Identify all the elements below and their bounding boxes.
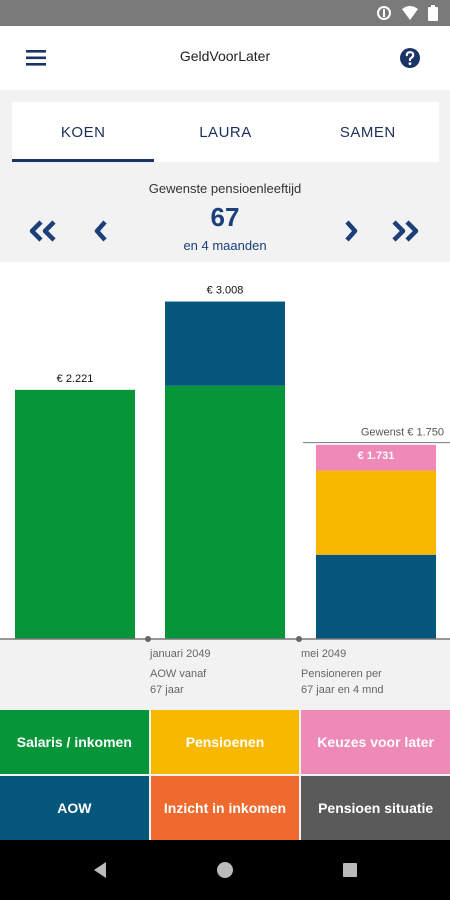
aow-button[interactable]: AOW xyxy=(0,776,149,840)
pension-situation-button[interactable]: Pensioen situatie xyxy=(301,776,450,840)
timeline-line1: AOW vanaf xyxy=(150,668,207,680)
timeline-date: januari 2049 xyxy=(149,648,211,660)
chevron-left-icon xyxy=(94,220,107,242)
target-label: Gewenst € 1.750 xyxy=(361,427,444,439)
bar-segment xyxy=(316,470,436,555)
timeline-marker xyxy=(296,636,302,642)
back-icon[interactable] xyxy=(90,860,110,880)
bar-total-label: € 2.221 xyxy=(57,373,94,385)
last-button[interactable] xyxy=(388,216,422,246)
bar-segment xyxy=(316,554,436,639)
bar-segment xyxy=(15,389,135,639)
income-chart-svg: € 2.221 € 3.008 € 1.731 Gewenst € 1.750 janu… xyxy=(0,262,450,696)
first-button[interactable] xyxy=(26,216,60,246)
bar-total-label: € 3.008 xyxy=(207,285,244,297)
timeline-marker xyxy=(145,636,151,642)
salary-income-button[interactable]: Salaris / inkomen xyxy=(0,710,149,774)
recents-icon[interactable] xyxy=(340,860,360,880)
chevron-right-icon xyxy=(345,220,358,242)
help-icon xyxy=(400,48,420,68)
double-chevron-left-icon xyxy=(29,220,56,242)
bar-segment xyxy=(316,444,436,471)
double-chevron-right-icon xyxy=(392,220,419,242)
app-bar: GeldVoorLater xyxy=(0,26,450,90)
income-chart: € 2.221 € 3.008 € 1.731 Gewenst € 1.750 janu… xyxy=(0,262,450,710)
timeline-line1: Pensioneren per xyxy=(301,668,382,680)
help-button[interactable] xyxy=(398,46,422,70)
choices-later-button[interactable]: Keuzes voor later xyxy=(301,710,450,774)
timeline-line2: 67 jaar xyxy=(150,684,184,696)
status-bar xyxy=(0,0,450,26)
bar-segment xyxy=(165,385,285,639)
income-insight-button[interactable]: Inzicht in inkomen xyxy=(150,776,300,840)
system-nav-bar xyxy=(0,840,450,900)
next-button[interactable] xyxy=(334,216,368,246)
bar-segment xyxy=(165,301,285,386)
bar-total-label: € 1.731 xyxy=(358,450,395,462)
retirement-age-months: en 4 maanden xyxy=(183,238,267,253)
home-icon[interactable] xyxy=(215,860,235,880)
data-saver-icon xyxy=(377,6,391,20)
app-title: GeldVoorLater xyxy=(179,48,271,64)
pensions-button[interactable]: Pensioenen xyxy=(150,710,300,774)
wifi-icon xyxy=(402,6,418,20)
retirement-age-value: 67 xyxy=(210,202,240,232)
category-buttons: Salaris / inkomen Pensioenen Keuzes voor… xyxy=(0,710,450,840)
retirement-age-label: Gewenste pensioenleeftijd xyxy=(148,181,302,196)
battery-icon xyxy=(428,5,438,21)
timeline-date: mei 2049 xyxy=(301,648,346,660)
previous-button[interactable] xyxy=(84,216,118,246)
tab-laura[interactable]: LAURA xyxy=(199,123,252,141)
hamburger-icon xyxy=(26,50,46,66)
tab-koen[interactable]: KOEN xyxy=(12,102,155,162)
tab-samen[interactable]: SAMEN xyxy=(339,123,396,141)
person-tabs: KOEN LAURA SAMEN xyxy=(12,102,439,162)
menu-button[interactable] xyxy=(24,46,50,70)
timeline-line2: 67 jaar en 4 mnd xyxy=(301,684,384,696)
